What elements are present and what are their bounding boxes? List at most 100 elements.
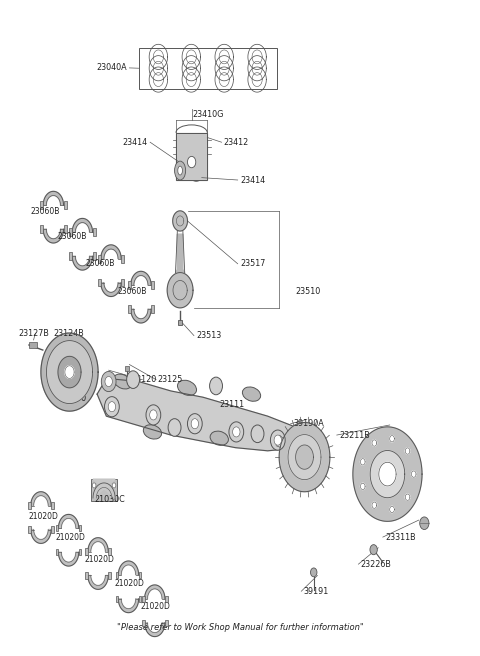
Text: 23226B: 23226B [361, 560, 392, 569]
Text: 23211B: 23211B [339, 430, 370, 440]
Text: 23412: 23412 [224, 138, 249, 147]
Bar [142, 596, 144, 602]
Polygon shape [288, 434, 321, 480]
Polygon shape [101, 245, 121, 258]
Polygon shape [173, 211, 188, 231]
Text: 23414: 23414 [240, 176, 265, 184]
Circle shape [112, 483, 116, 488]
Polygon shape [372, 440, 377, 446]
Bar [79, 549, 82, 556]
Bar [51, 502, 54, 509]
Bar [128, 305, 131, 313]
Polygon shape [372, 502, 377, 508]
Polygon shape [59, 514, 79, 528]
Bar [108, 548, 111, 555]
Circle shape [101, 371, 116, 392]
Bar [97, 279, 101, 287]
Text: "Please refer to Work Shop Manual for further information": "Please refer to Work Shop Manual for fu… [117, 623, 363, 632]
Text: 23311B: 23311B [385, 533, 416, 542]
Circle shape [274, 435, 281, 445]
Bar [28, 502, 31, 509]
Circle shape [146, 405, 161, 425]
Bar [40, 201, 43, 209]
Polygon shape [390, 436, 395, 442]
Circle shape [270, 430, 285, 450]
Bar [85, 572, 88, 579]
Bar [121, 255, 124, 262]
Ellipse shape [113, 374, 132, 389]
Text: 23517: 23517 [240, 259, 265, 268]
Bar [139, 572, 142, 578]
Polygon shape [119, 561, 139, 575]
Text: 23125: 23125 [157, 375, 182, 384]
Text: 21030C: 21030C [95, 495, 126, 504]
Circle shape [251, 425, 264, 443]
Text: 23124B: 23124B [53, 329, 84, 338]
Polygon shape [97, 379, 309, 451]
Polygon shape [72, 256, 93, 270]
Bar [165, 596, 168, 602]
Text: 21020D: 21020D [56, 533, 85, 542]
Bar [139, 596, 142, 602]
Polygon shape [41, 333, 98, 411]
Bar [97, 255, 101, 262]
Circle shape [229, 422, 244, 442]
Ellipse shape [178, 380, 196, 396]
Ellipse shape [178, 166, 182, 175]
Text: 23060B: 23060B [118, 287, 147, 296]
Bar [108, 572, 111, 579]
Ellipse shape [175, 161, 186, 180]
Bar [116, 596, 119, 602]
Text: 23513: 23513 [196, 331, 221, 340]
Polygon shape [31, 529, 51, 543]
Polygon shape [176, 133, 207, 180]
Bar [116, 572, 119, 578]
Polygon shape [131, 309, 151, 323]
Text: 23060B: 23060B [58, 232, 87, 241]
Ellipse shape [144, 424, 162, 439]
Polygon shape [405, 494, 410, 501]
Bar [165, 619, 168, 626]
Text: 21020D: 21020D [29, 512, 59, 522]
Circle shape [210, 377, 223, 395]
Polygon shape [93, 479, 115, 498]
Text: 39190A: 39190A [293, 419, 324, 428]
Text: 39191: 39191 [303, 586, 329, 596]
Polygon shape [88, 575, 108, 589]
Polygon shape [353, 427, 422, 522]
Text: 23040A: 23040A [96, 64, 127, 72]
Polygon shape [65, 366, 74, 379]
Bar [29, 342, 37, 348]
Circle shape [233, 427, 240, 437]
Bar [51, 526, 54, 533]
Circle shape [108, 401, 116, 412]
Bar [79, 525, 82, 531]
Ellipse shape [242, 387, 261, 401]
Polygon shape [131, 272, 151, 285]
Bar [128, 281, 131, 289]
Circle shape [188, 156, 196, 168]
Text: 23060B: 23060B [85, 259, 115, 268]
Circle shape [105, 377, 112, 386]
Circle shape [105, 397, 119, 417]
Polygon shape [72, 218, 93, 232]
Ellipse shape [273, 436, 290, 449]
Circle shape [92, 483, 96, 488]
Polygon shape [296, 445, 313, 469]
Circle shape [420, 517, 429, 529]
Bar [56, 525, 59, 531]
Bar [176, 133, 207, 180]
Polygon shape [119, 599, 139, 613]
Bar [151, 281, 154, 289]
Bar [40, 226, 43, 233]
Text: 23410G: 23410G [192, 110, 223, 119]
Polygon shape [144, 585, 165, 599]
Circle shape [191, 419, 199, 429]
Polygon shape [405, 448, 410, 454]
Text: 23111: 23111 [219, 400, 244, 409]
Bar [69, 228, 72, 236]
Text: 23127B: 23127B [18, 329, 49, 338]
Polygon shape [411, 471, 416, 478]
Text: 23510: 23510 [295, 287, 321, 296]
Polygon shape [167, 273, 193, 308]
